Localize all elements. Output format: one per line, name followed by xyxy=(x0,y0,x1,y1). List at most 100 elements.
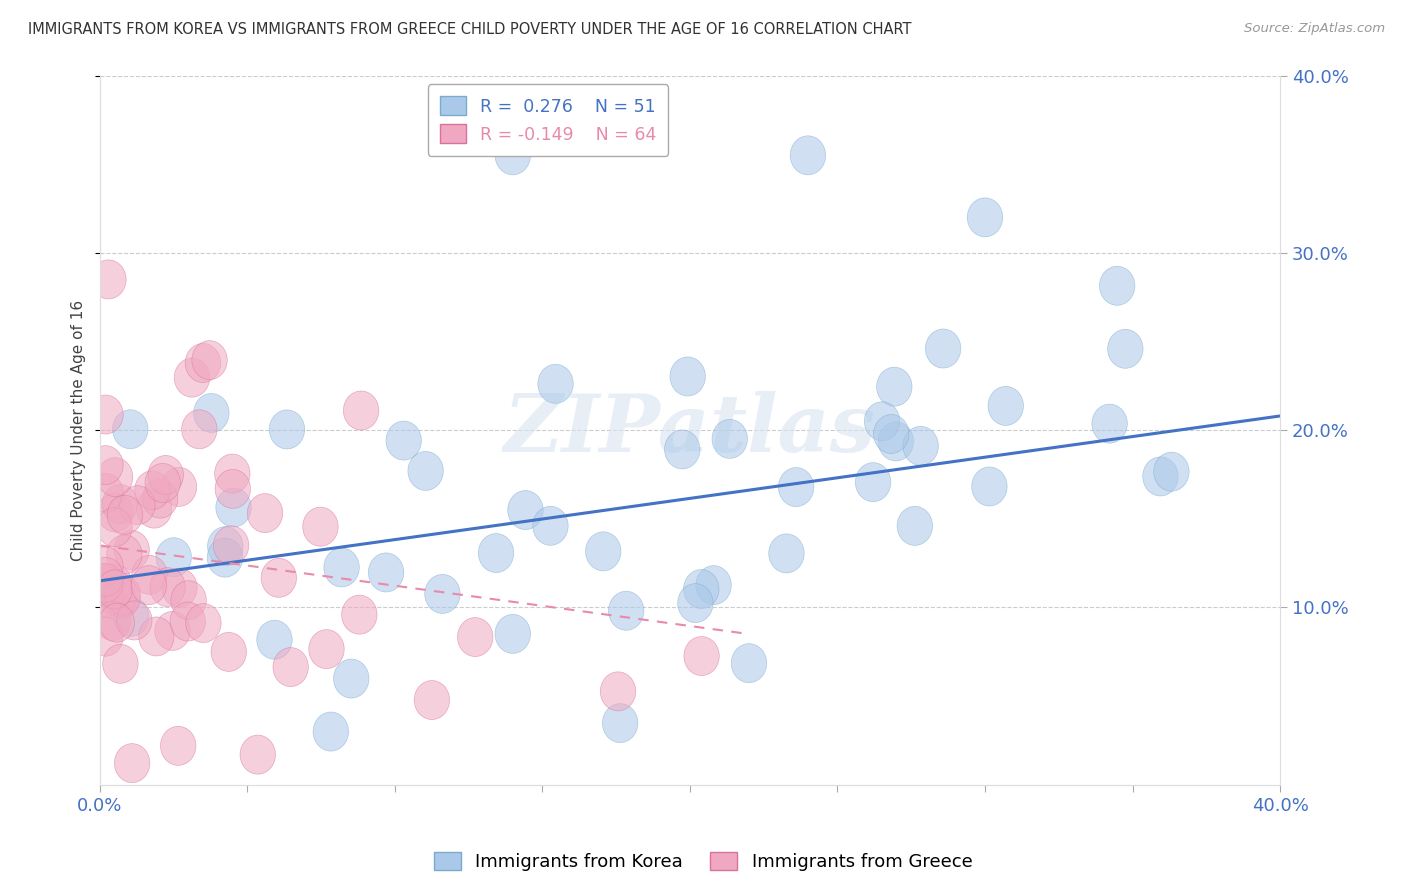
Text: IMMIGRANTS FROM KOREA VS IMMIGRANTS FROM GREECE CHILD POVERTY UNDER THE AGE OF 1: IMMIGRANTS FROM KOREA VS IMMIGRANTS FROM… xyxy=(28,22,911,37)
Legend: Immigrants from Korea, Immigrants from Greece: Immigrants from Korea, Immigrants from G… xyxy=(426,845,980,879)
Ellipse shape xyxy=(879,422,914,461)
Ellipse shape xyxy=(368,553,404,592)
Ellipse shape xyxy=(112,409,148,449)
Ellipse shape xyxy=(925,329,960,368)
Ellipse shape xyxy=(779,467,814,507)
Ellipse shape xyxy=(117,601,152,640)
Ellipse shape xyxy=(457,617,494,657)
Ellipse shape xyxy=(387,421,422,460)
Ellipse shape xyxy=(1092,404,1128,443)
Ellipse shape xyxy=(97,508,132,547)
Ellipse shape xyxy=(97,570,132,609)
Ellipse shape xyxy=(865,401,900,441)
Ellipse shape xyxy=(136,489,172,528)
Ellipse shape xyxy=(194,393,229,433)
Ellipse shape xyxy=(671,357,706,396)
Ellipse shape xyxy=(600,672,636,711)
Ellipse shape xyxy=(87,578,124,616)
Ellipse shape xyxy=(314,712,349,751)
Ellipse shape xyxy=(903,426,938,466)
Ellipse shape xyxy=(139,617,174,656)
Ellipse shape xyxy=(186,343,221,383)
Ellipse shape xyxy=(769,534,804,573)
Ellipse shape xyxy=(96,564,132,603)
Ellipse shape xyxy=(191,341,228,380)
Ellipse shape xyxy=(1154,452,1189,491)
Ellipse shape xyxy=(107,495,142,534)
Ellipse shape xyxy=(150,567,186,607)
Ellipse shape xyxy=(91,260,127,299)
Ellipse shape xyxy=(1108,329,1143,368)
Ellipse shape xyxy=(101,580,136,619)
Ellipse shape xyxy=(323,548,360,587)
Ellipse shape xyxy=(214,525,249,565)
Ellipse shape xyxy=(309,630,344,669)
Ellipse shape xyxy=(495,615,530,653)
Ellipse shape xyxy=(533,507,568,545)
Ellipse shape xyxy=(683,637,720,675)
Ellipse shape xyxy=(155,611,190,650)
Ellipse shape xyxy=(711,419,748,458)
Ellipse shape xyxy=(87,446,124,484)
Ellipse shape xyxy=(87,474,124,512)
Ellipse shape xyxy=(211,632,246,672)
Ellipse shape xyxy=(87,558,124,597)
Ellipse shape xyxy=(508,491,543,530)
Ellipse shape xyxy=(343,391,378,430)
Y-axis label: Child Poverty Under the Age of 16: Child Poverty Under the Age of 16 xyxy=(72,300,86,561)
Ellipse shape xyxy=(87,395,124,434)
Ellipse shape xyxy=(1143,457,1178,496)
Ellipse shape xyxy=(302,508,337,546)
Ellipse shape xyxy=(415,681,450,720)
Ellipse shape xyxy=(98,603,135,642)
Ellipse shape xyxy=(585,532,621,571)
Ellipse shape xyxy=(160,726,195,765)
Ellipse shape xyxy=(181,409,217,449)
Ellipse shape xyxy=(114,598,149,636)
Text: Source: ZipAtlas.com: Source: ZipAtlas.com xyxy=(1244,22,1385,36)
Ellipse shape xyxy=(678,583,713,623)
Ellipse shape xyxy=(145,464,180,502)
Ellipse shape xyxy=(104,579,141,618)
Ellipse shape xyxy=(790,136,825,175)
Ellipse shape xyxy=(148,456,183,494)
Ellipse shape xyxy=(972,467,1007,506)
Ellipse shape xyxy=(170,602,205,641)
Ellipse shape xyxy=(87,617,124,657)
Ellipse shape xyxy=(1099,267,1135,305)
Legend: R =  0.276    N = 51, R = -0.149    N = 64: R = 0.276 N = 51, R = -0.149 N = 64 xyxy=(427,84,668,156)
Ellipse shape xyxy=(609,591,644,631)
Ellipse shape xyxy=(114,531,149,569)
Ellipse shape xyxy=(208,526,243,566)
Ellipse shape xyxy=(333,659,368,698)
Ellipse shape xyxy=(967,198,1002,237)
Ellipse shape xyxy=(162,568,197,607)
Ellipse shape xyxy=(107,535,142,574)
Ellipse shape xyxy=(172,581,207,620)
Ellipse shape xyxy=(162,467,197,507)
Ellipse shape xyxy=(131,566,166,605)
Ellipse shape xyxy=(207,538,243,577)
Ellipse shape xyxy=(215,454,250,493)
Ellipse shape xyxy=(478,533,513,573)
Text: ZIPatlas: ZIPatlas xyxy=(503,392,876,469)
Ellipse shape xyxy=(342,595,377,634)
Ellipse shape xyxy=(408,451,443,491)
Ellipse shape xyxy=(186,604,221,642)
Ellipse shape xyxy=(665,430,700,469)
Ellipse shape xyxy=(257,620,292,659)
Ellipse shape xyxy=(215,469,250,508)
Ellipse shape xyxy=(273,648,308,687)
Ellipse shape xyxy=(696,566,731,605)
Ellipse shape xyxy=(876,368,912,406)
Ellipse shape xyxy=(174,358,209,397)
Ellipse shape xyxy=(683,569,718,608)
Ellipse shape xyxy=(97,458,132,497)
Ellipse shape xyxy=(988,386,1024,425)
Ellipse shape xyxy=(114,744,150,782)
Ellipse shape xyxy=(103,484,138,524)
Ellipse shape xyxy=(87,564,124,603)
Ellipse shape xyxy=(240,735,276,774)
Ellipse shape xyxy=(855,463,891,501)
Ellipse shape xyxy=(105,576,141,615)
